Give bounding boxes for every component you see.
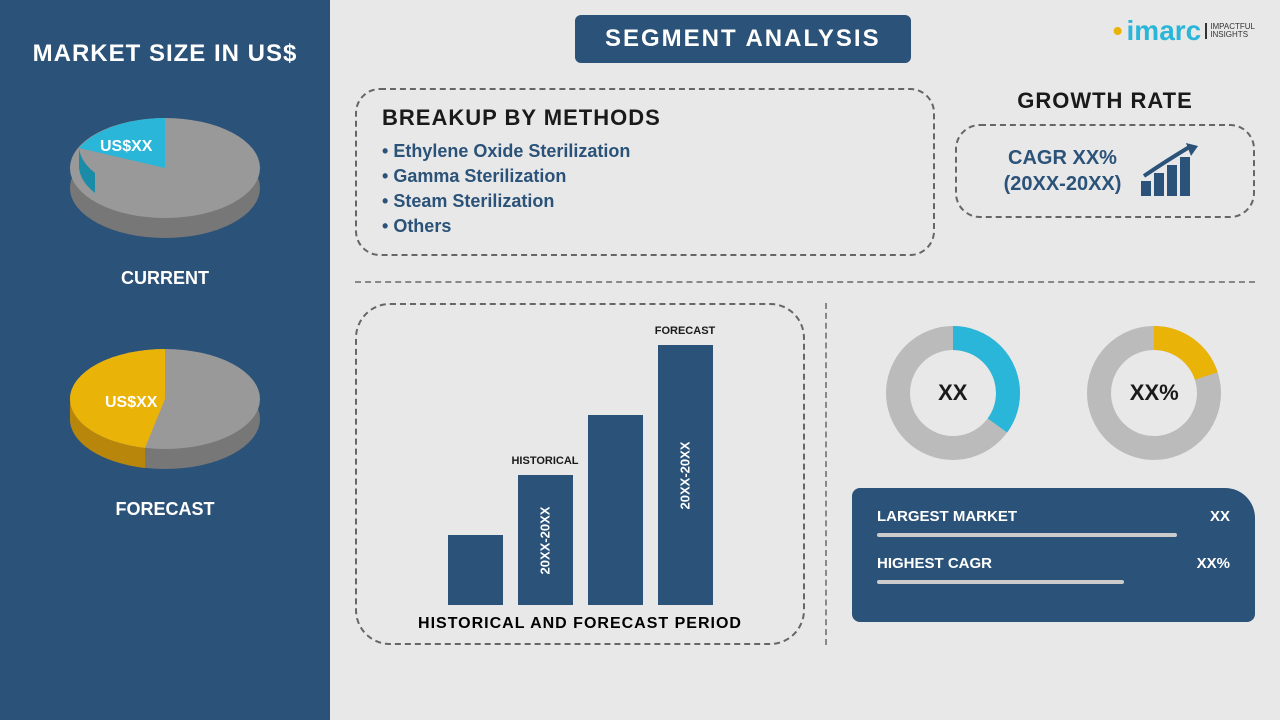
method-list: Ethylene Oxide Sterilization Gamma Steri… xyxy=(382,139,908,239)
pie2-value: US$XX xyxy=(105,394,157,412)
highest-cagr-label: HIGHEST CAGR xyxy=(877,555,992,572)
method-item: Ethylene Oxide Sterilization xyxy=(382,139,908,164)
market-size-title: MARKET SIZE IN US$ xyxy=(33,40,298,68)
left-panel: MARKET SIZE IN US$ US$XX CURRENT US$XX F… xyxy=(0,0,330,720)
info-box: LARGEST MARKET XX HIGHEST CAGR XX% xyxy=(852,488,1255,622)
donut-1: XX xyxy=(883,323,1023,463)
bar: FORECAST20XX-20XX xyxy=(658,345,713,605)
logo: • imarc IMPACTFUL INSIGHTS xyxy=(1113,15,1255,47)
right-panel: • imarc IMPACTFUL INSIGHTS SEGMENT ANALY… xyxy=(330,0,1280,720)
pie1-label: CURRENT xyxy=(121,268,209,289)
donut-2: XX% xyxy=(1084,323,1224,463)
bar-title: HISTORICAL AND FORECAST PERIOD xyxy=(387,615,773,633)
pie-current: US$XX xyxy=(55,98,275,258)
bar xyxy=(448,535,503,605)
largest-market-label: LARGEST MARKET xyxy=(877,508,1017,525)
highest-cagr-value: XX% xyxy=(1197,555,1230,572)
bar: HISTORICAL20XX-20XX xyxy=(518,475,573,605)
breakup-title: BREAKUP BY METHODS xyxy=(382,105,908,131)
breakup-box: BREAKUP BY METHODS Ethylene Oxide Steril… xyxy=(355,88,935,256)
bar xyxy=(588,415,643,605)
growth-title: GROWTH RATE xyxy=(955,88,1255,114)
pie2-label: FORECAST xyxy=(116,499,215,520)
cagr-period: (20XX-20XX) xyxy=(1004,171,1122,197)
bar-chart-box: HISTORICAL20XX-20XX FORECAST20XX-20XX HIS… xyxy=(355,303,805,645)
segment-title: SEGMENT ANALYSIS xyxy=(575,15,911,63)
logo-text: imarc xyxy=(1127,15,1202,47)
donut1-value: XX xyxy=(938,380,967,406)
donut2-value: XX% xyxy=(1130,380,1179,406)
cagr-text: CAGR XX% xyxy=(1004,145,1122,171)
pie-forecast: US$XX xyxy=(55,329,275,489)
growth-icon xyxy=(1136,141,1206,201)
pie1-value: US$XX xyxy=(100,138,152,156)
largest-market-value: XX xyxy=(1210,508,1230,525)
method-item: Others xyxy=(382,214,908,239)
method-item: Steam Sterilization xyxy=(382,189,908,214)
growth-box: CAGR XX% (20XX-20XX) xyxy=(955,124,1255,218)
method-item: Gamma Sterilization xyxy=(382,164,908,189)
